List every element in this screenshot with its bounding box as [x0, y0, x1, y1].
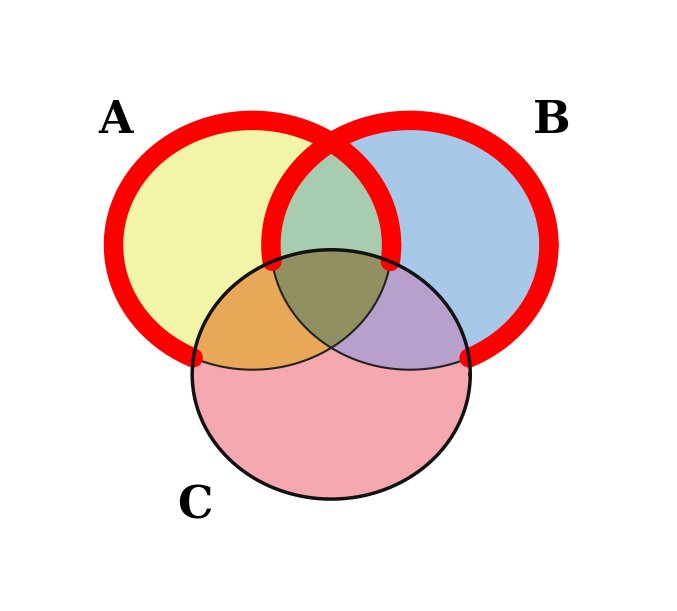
Text: C: C: [177, 485, 213, 528]
Text: A: A: [99, 99, 133, 142]
Text: B: B: [533, 99, 571, 142]
